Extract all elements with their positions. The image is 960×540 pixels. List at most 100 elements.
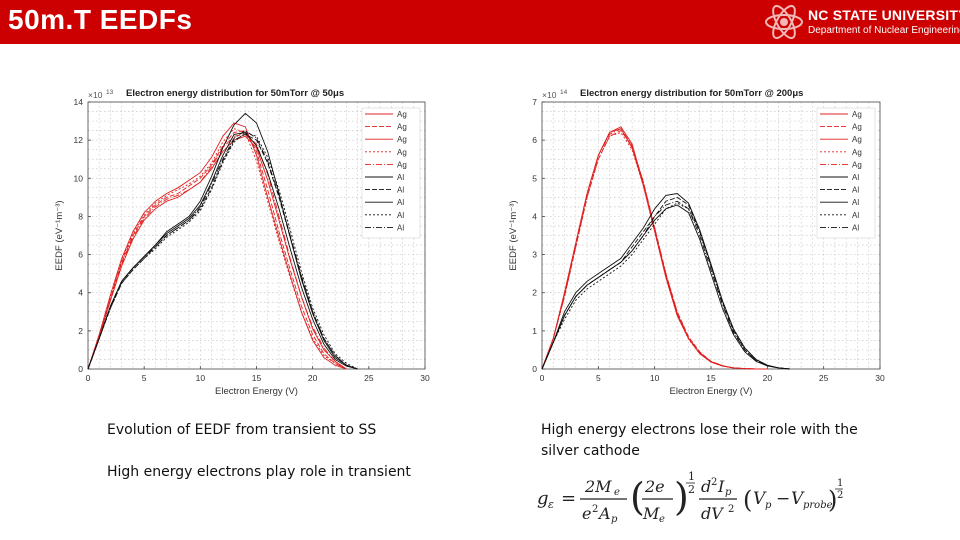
- right-chart-series-al-5: [541, 200, 790, 370]
- left-chart-series-al-4: [87, 131, 358, 370]
- formula-frac3-I: I: [717, 477, 725, 496]
- formula-frac1-den-e: e: [582, 504, 591, 523]
- left-chart-series-ag-5: [87, 133, 347, 370]
- formula-minus: −: [776, 489, 790, 509]
- left-chart-legend-label-1: Ag: [397, 110, 407, 119]
- slide-title: 50m.T EEDFs: [8, 4, 193, 35]
- right-chart-xtick-label: 0: [540, 373, 545, 383]
- formula-frac3-d: d: [701, 477, 711, 496]
- left-chart-ytick-label: 14: [74, 97, 84, 107]
- right-chart-ytick-label: 3: [532, 250, 537, 260]
- right-chart-legend-box: [816, 107, 876, 239]
- right-chart-xlabel: Electron Energy (V): [670, 386, 753, 397]
- formula-exp1-den: 2: [688, 483, 695, 496]
- svg-text:): ): [674, 475, 689, 519]
- left-chart-ytick-label: 8: [78, 211, 83, 221]
- formula-exp2-num: 1: [837, 478, 843, 489]
- left-chart-legend-label-6: Al: [397, 173, 404, 182]
- svg-text:(: (: [630, 475, 645, 519]
- formula-frac2-den-sub: e: [659, 514, 665, 525]
- eedf-formula: g ε = 2M e e 2 A p ( 2e M e ) 1 2 d 2 I …: [535, 466, 845, 528]
- left-chart-title: Electron energy distribution for 50mTorr…: [126, 88, 344, 99]
- left-chart-series-ag-4: [87, 128, 347, 370]
- right-chart-xtick-label: 10: [650, 373, 660, 383]
- formula-vprobe: V: [791, 489, 805, 509]
- formula-frac3-den-sup: 2: [728, 504, 734, 515]
- right-chart-legend-label-8: Al: [852, 198, 859, 207]
- right-chart-xtick-label: 25: [819, 373, 829, 383]
- left-chart-legend-label-3: Ag: [397, 135, 407, 144]
- left-chart-ytick-label: 10: [74, 173, 84, 183]
- left-chart-series-al-2: [87, 133, 358, 370]
- right-chart-legend-label-5: Ag: [852, 160, 862, 169]
- left-chart-legend-label-10: Al: [397, 223, 404, 232]
- right-chart-legend-label-6: Al: [852, 173, 859, 182]
- formula-frac3-d-sup: 2: [711, 477, 717, 488]
- eedf-chart-50us: 0 5 10 15 20 25 30 0 2 4 6 8 10 12 14 ×10 13 Electron ene…: [48, 80, 438, 406]
- formula-equals: =: [561, 488, 576, 509]
- formula-frac1-num: 2M: [584, 477, 612, 496]
- left-chart-legend-label-4: Ag: [397, 148, 407, 157]
- formula-vp-sub: p: [765, 500, 772, 511]
- left-chart-xtick-label: 5: [142, 373, 147, 383]
- left-chart-ytick-label: 0: [78, 364, 83, 374]
- atom-icon: [765, 5, 803, 39]
- right-chart-legend-label-3: Ag: [852, 135, 862, 144]
- formula-exp1-num: 1: [688, 470, 695, 483]
- right-chart-series-ag-5: [541, 128, 768, 370]
- right-chart-ytick-label: 4: [532, 211, 537, 221]
- right-chart-title: Electron energy distribution for 50mTorr…: [580, 88, 803, 99]
- formula-exp2-den: 2: [837, 490, 843, 501]
- left-chart-xtick-label: 0: [86, 373, 91, 383]
- right-chart-legend-label-1: Ag: [852, 110, 862, 119]
- title-bar: 50m.T EEDFs NC STATE UNIVERSITY Departme…: [0, 0, 960, 44]
- formula-frac3-den: dV: [701, 504, 724, 523]
- formula-frac1-den-sub: p: [611, 514, 618, 525]
- left-chart-series-al-5: [87, 130, 358, 370]
- right-chart-y-multiplier-exp: 14: [560, 89, 568, 96]
- right-chart-legend-label-9: Al: [852, 211, 859, 220]
- left-chart-legend-label-2: Ag: [397, 123, 407, 132]
- right-chart-xtick-label: 20: [763, 373, 773, 383]
- right-chart-xtick-label: 5: [596, 373, 601, 383]
- right-chart-ytick-label: 7: [532, 97, 537, 107]
- left-chart-y-multiplier-exp: 13: [106, 89, 114, 96]
- right-chart-y-multiplier: ×10: [542, 90, 557, 100]
- university-name: NC STATE UNIVERSITY: [808, 7, 960, 23]
- left-chart-series-ag-2: [87, 130, 347, 370]
- right-chart-ytick-label: 6: [532, 135, 537, 145]
- eedf-chart-200us: 0 5 10 15 20 25 30 0 1 2 3 4 5 6 7 ×10 14 Electron energy…: [508, 80, 892, 406]
- formula-frac1-den-sup: 2: [592, 504, 598, 515]
- formula-frac2-den: M: [642, 504, 660, 523]
- formula-frac2-num: 2e: [644, 477, 665, 496]
- left-chart-legend-box: [361, 107, 421, 239]
- left-chart-xlabel: Electron Energy (V): [215, 386, 298, 397]
- left-chart-ytick-label: 4: [78, 288, 83, 298]
- left-chart-ytick-label: 12: [74, 135, 84, 145]
- department-name: Department of Nuclear Engineering: [808, 25, 960, 36]
- chart-svg-200us: 0 5 10 15 20 25 30 0 1 2 3 4 5 6 7 ×10 14 Electron energy…: [508, 88, 885, 397]
- right-chart-ytick-label: 5: [532, 173, 537, 183]
- right-chart-xtick-label: 15: [706, 373, 716, 383]
- left-chart-xtick-label: 25: [364, 373, 374, 383]
- caption-transient-evolution: Evolution of EEDF from transient to SS: [107, 422, 377, 438]
- right-chart-ytick-label: 2: [532, 288, 537, 298]
- right-chart-ytick-label: 0: [532, 364, 537, 374]
- left-chart-xtick-label: 30: [420, 373, 430, 383]
- left-chart-legend-label-5: Ag: [397, 160, 407, 169]
- formula-vp: V: [753, 489, 767, 509]
- right-chart-xtick-label: 30: [875, 373, 885, 383]
- right-chart-legend-label-4: Ag: [852, 148, 862, 157]
- svg-text:(: (: [743, 486, 752, 514]
- left-chart-legend-label-8: Al: [397, 198, 404, 207]
- university-logo: NC STATE UNIVERSITY Department of Nuclea…: [762, 1, 960, 43]
- chart-svg-50us: 0 5 10 15 20 25 30 0 2 4 6 8 10 12 14 ×10 13 Electron ene…: [54, 88, 430, 397]
- left-chart-ylabel: EEDF (eV⁻¹m⁻³): [54, 200, 65, 270]
- right-chart-legend-label-10: Al: [852, 223, 859, 232]
- left-chart-ytick-label: 2: [78, 326, 83, 336]
- svg-text:): ): [828, 486, 837, 514]
- formula-svg: g ε = 2M e e 2 A p ( 2e M e ) 1 2 d 2 I …: [537, 470, 843, 525]
- formula-g: g: [537, 488, 549, 509]
- left-chart-xtick-label: 15: [252, 373, 262, 383]
- formula-frac1-den-A: A: [597, 504, 611, 523]
